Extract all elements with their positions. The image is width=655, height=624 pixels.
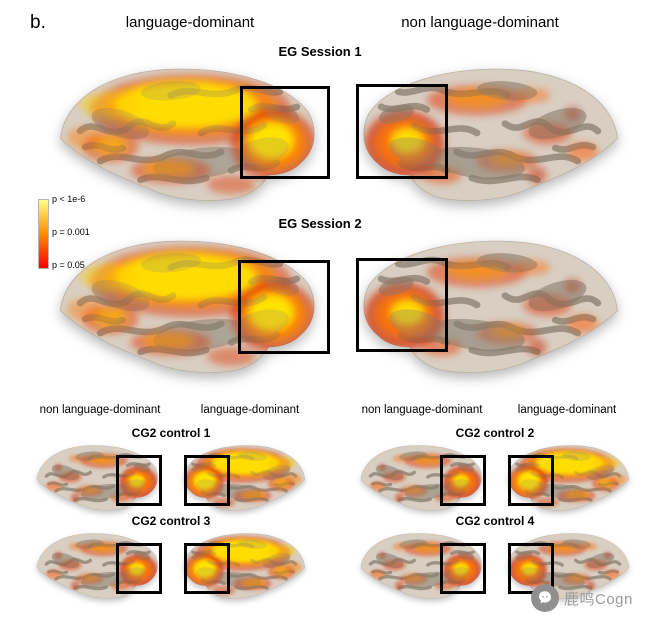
cg2-control-1-title: CG2 control 1	[131, 426, 211, 440]
column-header-non-language-dominant: non language-dominant	[401, 14, 559, 31]
session2-title: EG Session 2	[278, 216, 362, 231]
roi-box-cg2-language-dominant	[508, 455, 554, 506]
cg2-control-2-title: CG2 control 2	[455, 426, 535, 440]
controls-header-2: language-dominant	[200, 404, 300, 416]
legend-p-bottom: p = 0.05	[52, 260, 85, 270]
roi-box-cg4-non-language-dominant	[440, 543, 486, 594]
roi-box-cg1-language-dominant	[184, 455, 230, 506]
panel-label: b.	[30, 12, 46, 33]
colorbar	[38, 199, 49, 269]
roi-box-eg2-language-dominant	[238, 260, 330, 354]
watermark-logo-icon	[539, 591, 551, 604]
cg2-control-4-title: CG2 control 4	[455, 514, 535, 528]
watermark-logo	[531, 584, 559, 612]
controls-header-1: non language-dominant	[39, 404, 161, 416]
legend-p-top: p < 1e-6	[52, 194, 86, 204]
controls-header-4: language-dominant	[517, 404, 617, 416]
roi-box-cg2-non-language-dominant	[440, 455, 486, 506]
roi-box-cg1-non-language-dominant	[116, 455, 162, 506]
column-header-language-dominant: language-dominant	[125, 14, 255, 31]
roi-box-eg2-non-language-dominant	[356, 258, 448, 352]
roi-box-cg3-language-dominant	[184, 543, 230, 594]
roi-box-cg3-non-language-dominant	[116, 543, 162, 594]
watermark-text: 鹿鸣Cogn	[564, 591, 633, 608]
cg2-control-3-title: CG2 control 3	[131, 514, 211, 528]
session1-title: EG Session 1	[278, 44, 362, 59]
roi-box-eg1-non-language-dominant	[356, 84, 448, 179]
controls-header-3: non language-dominant	[361, 404, 483, 416]
legend-p-mid: p = 0.001	[52, 227, 90, 237]
roi-box-eg1-language-dominant	[240, 86, 330, 179]
